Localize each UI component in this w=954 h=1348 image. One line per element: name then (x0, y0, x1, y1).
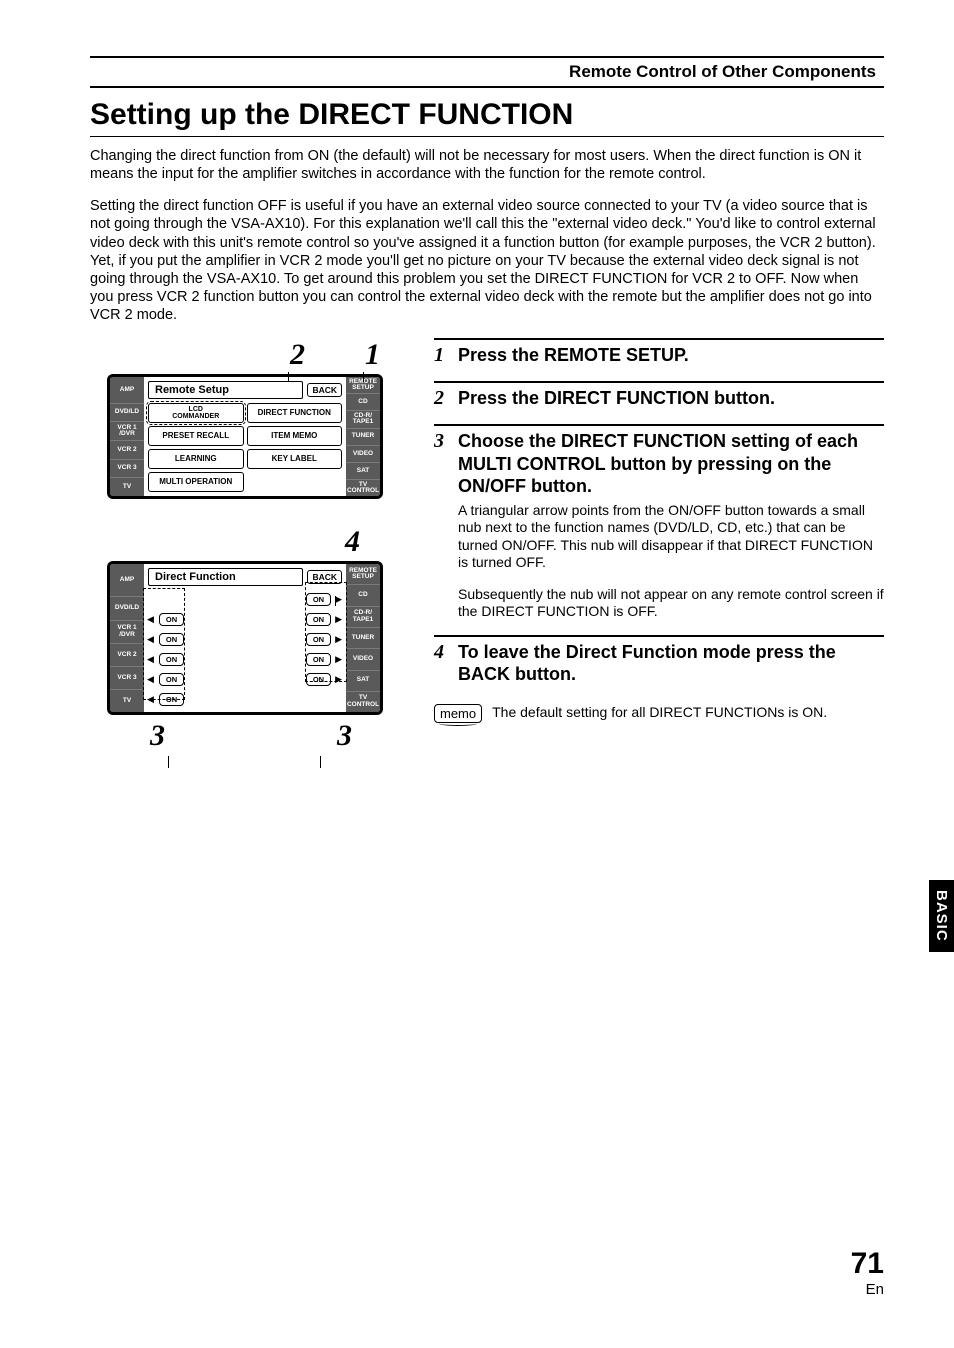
side-vcr2-2: VCR 2 (110, 643, 144, 666)
preset-recall-button[interactable]: PRESET RECALL (148, 426, 244, 446)
side-dvdld: DVD/LD (110, 403, 144, 422)
section-header: Remote Control of Other Components (90, 56, 884, 88)
step-title-3: Choose the DIRECT FUNCTION setting of ea… (458, 430, 884, 498)
side-amp-2: AMP (110, 564, 144, 596)
remote1-title: Remote Setup (148, 381, 303, 399)
callout-1: 1 (365, 338, 380, 372)
page-lang: En (851, 1281, 884, 1298)
right-column: 1 Press the REMOTE SETUP. 2 Press the DI… (434, 338, 884, 723)
learning-button[interactable]: LEARNING (148, 449, 244, 469)
side-tv: TV (110, 477, 144, 496)
item-memo-button[interactable]: ITEM MEMO (247, 426, 343, 446)
step-3-p1: A triangular arrow points from the ON/OF… (458, 502, 884, 572)
intro-text: Changing the direct function from ON (th… (90, 147, 884, 324)
side-tvcontrol: TV CONTROL (346, 479, 380, 496)
side-vcr1-2: VCR 1 /DVR (110, 620, 144, 643)
key-label-button[interactable]: KEY LABEL (247, 449, 343, 469)
step-num-2: 2 (434, 387, 448, 410)
side-amp: AMP (110, 377, 144, 403)
side-vcr3: VCR 3 (110, 459, 144, 478)
side-remote-setup-2: REMOTE SETUP (346, 564, 380, 584)
intro-p1: Changing the direct function from ON (th… (90, 147, 884, 183)
back-button[interactable]: BACK (307, 383, 342, 397)
side-cd: CD (346, 393, 380, 410)
side-vcr1: VCR 1 /DVR (110, 421, 144, 440)
left-column: 2 1 AMP DVD/LD VCR 1 /DVR VCR 2 VCR 3 TV (90, 338, 400, 753)
side-tv-2: TV (110, 689, 144, 712)
side-vcr2: VCR 2 (110, 440, 144, 459)
step-num-3: 3 (434, 430, 448, 453)
side-tuner: TUNER (346, 428, 380, 445)
side-video: VIDEO (346, 445, 380, 462)
side-tab-basic: BASIC (929, 880, 954, 952)
callout-4: 4 (345, 525, 360, 558)
callout-3-left: 3 (150, 719, 165, 753)
side-sat-2: SAT (346, 670, 380, 691)
side-video-2: VIDEO (346, 648, 380, 669)
direct-function-screen: AMP DVD/LD VCR 1 /DVR VCR 2 VCR 3 TV Dir… (107, 561, 383, 715)
page-title: Setting up the DIRECT FUNCTION (90, 98, 884, 137)
multi-operation-button[interactable]: MULTI OPERATION (148, 472, 244, 492)
callout-3-right: 3 (337, 719, 352, 753)
memo-text: The default setting for all DIRECT FUNCT… (492, 704, 884, 722)
side-cd-2: CD (346, 584, 380, 605)
intro-p2: Setting the direct function OFF is usefu… (90, 197, 884, 324)
remote-setup-screen: AMP DVD/LD VCR 1 /DVR VCR 2 VCR 3 TV Rem… (107, 374, 383, 499)
side-sat: SAT (346, 462, 380, 479)
side-vcr3-2: VCR 3 (110, 666, 144, 689)
step-title-2: Press the DIRECT FUNCTION button. (458, 387, 775, 410)
lcd-commander-button[interactable]: LCD COMMANDER (148, 403, 244, 423)
side-tuner-2: TUNER (346, 627, 380, 648)
direct-function-button[interactable]: DIRECT FUNCTION (247, 403, 343, 423)
page-number-value: 71 (851, 1247, 884, 1281)
step-3-p2: Subsequently the nub will not appear on … (458, 586, 884, 621)
memo-icon: memo (434, 704, 482, 723)
side-cdr-2: CD-R/ TAPE1 (346, 606, 380, 627)
step-num-4: 4 (434, 641, 448, 664)
callout-2: 2 (290, 338, 305, 372)
step-title-4: To leave the Direct Function mode press … (458, 641, 884, 686)
empty-slot (247, 472, 343, 492)
side-dvdld-2: DVD/LD (110, 596, 144, 619)
page-number: 71 En (851, 1247, 884, 1298)
remote2-title: Direct Function (148, 568, 303, 586)
step-num-1: 1 (434, 344, 448, 367)
side-cdr: CD-R/ TAPE1 (346, 410, 380, 427)
step-title-1: Press the REMOTE SETUP. (458, 344, 689, 367)
side-tvcontrol-2: TV CONTROL (346, 691, 380, 712)
